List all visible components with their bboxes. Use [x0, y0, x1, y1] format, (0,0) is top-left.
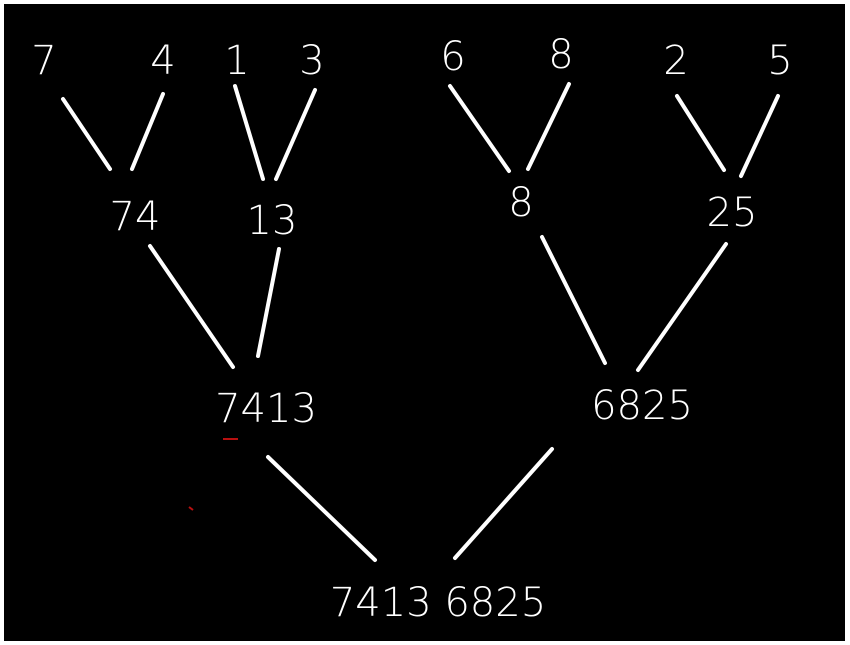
- root-label: 7413 6825: [330, 580, 546, 626]
- edge-13-7413: [256, 247, 281, 358]
- node-label-7413: 7413: [215, 386, 317, 432]
- edge-4-74: [130, 92, 165, 171]
- leaf-label-6: 6: [440, 34, 465, 80]
- leaf-label-3: 3: [299, 38, 324, 84]
- edge-6-8: [448, 84, 511, 173]
- node-label-13: 13: [247, 198, 298, 244]
- edge-74-7413: [148, 244, 235, 369]
- leaf-label-8: 8: [548, 32, 573, 78]
- edge-3-13: [274, 88, 317, 181]
- blackboard: 7 4 1 3 6 8 2 5 74 13 8 25 7413 6825 741…: [4, 4, 845, 641]
- leaf-label-2: 2: [663, 38, 688, 84]
- stray-mark: [188, 506, 194, 511]
- edge-6825-root: [453, 447, 554, 560]
- merge-tree-diagram: 7 4 1 3 6 8 2 5 74 13 8 25 7413 6825 741…: [31, 32, 792, 626]
- edge-25-6825: [636, 242, 728, 372]
- node-label-6825: 6825: [591, 383, 693, 429]
- leaf-label-4: 4: [150, 38, 175, 84]
- leaf-label-7: 7: [31, 38, 56, 84]
- leaf-label-1: 1: [224, 38, 249, 84]
- leaf-label-5: 5: [767, 38, 792, 84]
- node-label-8: 8: [508, 180, 533, 226]
- edge-5-25: [739, 94, 780, 178]
- edge-1-13: [233, 84, 265, 181]
- edge-7-74: [61, 97, 112, 171]
- edge-7413-root: [266, 455, 377, 562]
- node-label-25: 25: [707, 190, 758, 236]
- edge-8-6825: [540, 235, 607, 365]
- edge-8-8: [526, 82, 571, 171]
- edge-2-25: [675, 94, 726, 172]
- node-label-74: 74: [110, 194, 161, 240]
